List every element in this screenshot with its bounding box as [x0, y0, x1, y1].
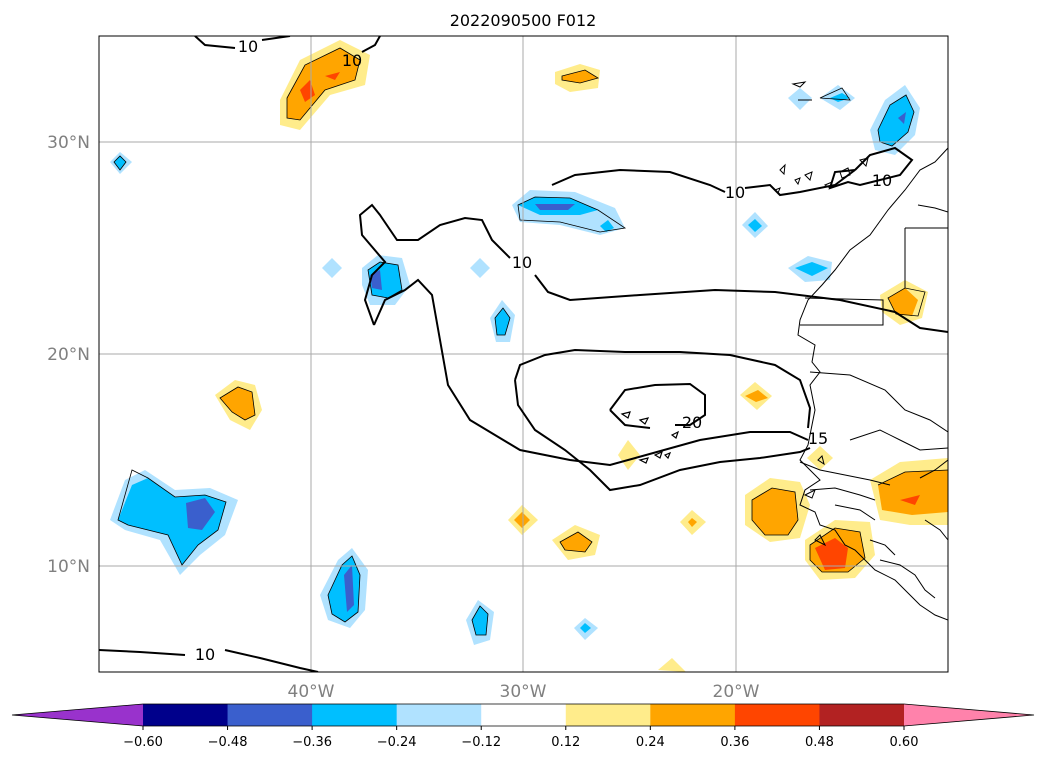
colorbar-tick-label: −0.60: [123, 735, 163, 750]
lon-label-30w: 30°W: [500, 682, 547, 702]
map-frame: [98, 35, 949, 673]
contour-label: 15: [808, 429, 828, 448]
contour-label: 10: [195, 645, 215, 664]
colorbar-tick-label: 0.36: [720, 735, 749, 750]
colorbar-swatch: [396, 704, 482, 726]
lon-label-20w: 20°W: [713, 682, 760, 702]
colorbar-swatch: [481, 704, 567, 726]
map-area: [99, 36, 948, 672]
colorbar-extend-low: [12, 704, 143, 726]
positive-anomaly-fills: [215, 40, 948, 672]
contour-labels: 10 10 10 10 20 15 10 10: [195, 37, 892, 664]
coastlines: [774, 81, 948, 621]
contour-label: 10: [342, 51, 362, 70]
colorbar-swatch: [819, 704, 905, 726]
contour-label: 10: [512, 253, 532, 272]
colorbar-swatch: [227, 704, 313, 726]
lat-label-20n: 20°N: [47, 345, 90, 365]
lat-label-30n: 30°N: [47, 133, 90, 153]
contour-blobs: [620, 411, 680, 464]
colorbar-swatch: [143, 704, 229, 726]
anomaly-outlines: [113, 47, 948, 636]
colorbar-tick-label: −0.12: [461, 735, 501, 750]
lon-labels: 40°W 30°W 20°W: [288, 682, 760, 702]
lon-label-40w: 40°W: [288, 682, 335, 702]
contour-lines: [99, 36, 948, 672]
colorbar-swatch: [312, 704, 398, 726]
lat-label-10n: 10°N: [47, 557, 90, 577]
colorbar-tick-label: −0.36: [292, 735, 332, 750]
negative-anomaly-fills: [110, 85, 920, 645]
colorbar-swatch: [734, 704, 820, 726]
contour-label: 10: [238, 37, 258, 56]
colorbar-tick-label: 0.60: [890, 735, 919, 750]
colorbar-tick-label: 0.24: [636, 735, 665, 750]
contour-label: 10: [725, 183, 745, 202]
colorbar-extend-high: [904, 704, 1034, 726]
colorbar-swatch: [565, 704, 651, 726]
gridlines: [99, 36, 948, 672]
colorbar-tick-label: 0.12: [551, 735, 580, 750]
colorbar: −0.60 −0.48 −0.36 −0.24 −0.12 0.12 0.24 0.36 0.4…: [11, 703, 1035, 750]
map-title: 2022090500 F012: [450, 11, 597, 30]
colorbar-tick-label: −0.48: [208, 735, 248, 750]
colorbar-tick-label: −0.24: [377, 735, 417, 750]
contour-label: 10: [872, 171, 892, 190]
lat-labels: 30°N 20°N 10°N: [47, 133, 90, 577]
colorbar-swatch: [650, 704, 736, 726]
contour-label: 20: [682, 413, 702, 432]
colorbar-tick-label: 0.48: [805, 735, 834, 750]
